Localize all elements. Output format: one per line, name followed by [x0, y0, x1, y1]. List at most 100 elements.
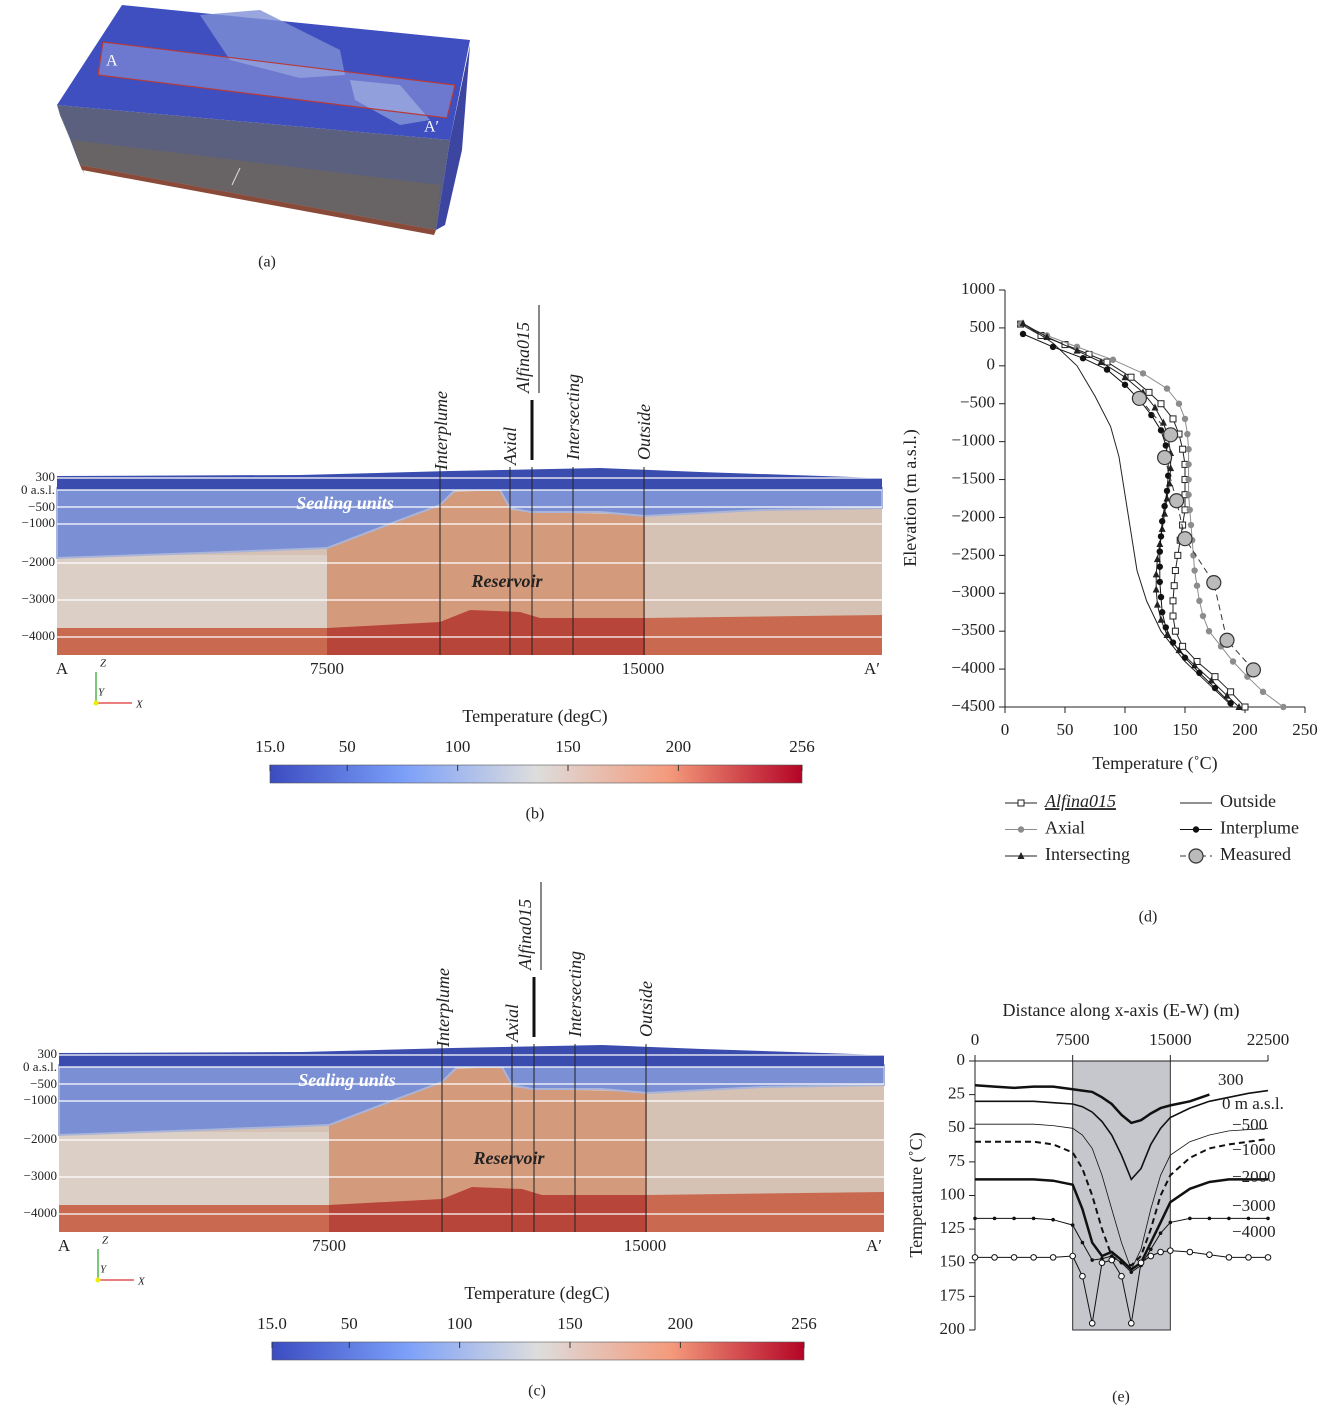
unit-label: Sealing units [298, 1070, 396, 1090]
colorbar-title: Temperature (degC) [464, 1283, 609, 1304]
depth-label: −3000 [22, 591, 55, 606]
marker [1159, 518, 1166, 525]
x-label: 15000 [622, 659, 665, 678]
series-line [975, 1178, 1268, 1272]
section-panel: 3000 a.s.l. −500−1000 −2000 −3000 −4000 Inter… [21, 322, 880, 823]
curve-label: −500 [1232, 1115, 1267, 1134]
y-tick-label: 150 [940, 1252, 966, 1271]
marker [1156, 539, 1164, 547]
series-line [1020, 323, 1284, 708]
depth-label: 0 a.s.l. [21, 482, 55, 497]
y-tick-label: −3000 [951, 582, 995, 601]
axis-glyph: Y [100, 1264, 108, 1276]
legend-marker [1017, 852, 1025, 859]
marker [1219, 632, 1235, 648]
marker [1118, 1272, 1125, 1280]
depth-label: −500 [30, 1076, 57, 1091]
marker [1169, 639, 1177, 646]
marker [1245, 1254, 1252, 1261]
marker [1227, 700, 1234, 707]
marker [1207, 676, 1215, 684]
y-tick-label: 1000 [961, 279, 995, 298]
marker [1131, 390, 1148, 407]
marker [1152, 585, 1160, 593]
marker [1184, 430, 1191, 438]
marker [1121, 381, 1129, 388]
marker [1185, 446, 1192, 453]
y-tick-label: −500 [960, 393, 995, 412]
marker [1161, 509, 1169, 517]
curve-label: −1000 [1232, 1140, 1276, 1159]
shaded-region [1072, 1060, 1171, 1331]
y-tick-label: 0 [987, 355, 996, 374]
legend-label: Intersecting [1045, 844, 1130, 864]
marker [1151, 403, 1159, 411]
colorbar-tick-label: 256 [791, 1314, 817, 1333]
colorbar-title: Temperature (degC) [462, 706, 607, 727]
well-label: Interplume [431, 391, 451, 471]
marker [1079, 355, 1087, 362]
marker [1181, 654, 1189, 661]
marker [1259, 688, 1267, 696]
y-tick-label: 100 [940, 1184, 966, 1203]
unit-label: Sealing units [296, 493, 394, 513]
marker [1241, 703, 1249, 711]
marker [1266, 1216, 1270, 1221]
marker [1127, 373, 1135, 381]
marker [1097, 358, 1105, 366]
marker [1167, 464, 1175, 472]
marker [1186, 506, 1194, 514]
marker [1225, 1254, 1233, 1261]
marker [1030, 1254, 1037, 1261]
depth-label: −1000 [22, 515, 55, 530]
marker [1163, 385, 1171, 392]
marker [1162, 442, 1170, 449]
marker [1157, 400, 1165, 408]
marker [1157, 533, 1165, 540]
y-tick-label: −1000 [951, 431, 995, 450]
marker [1157, 427, 1165, 434]
y-tick-label: −3500 [951, 620, 995, 639]
unit-label: Reservoir [473, 1148, 546, 1168]
marker [1179, 445, 1187, 453]
marker [1163, 487, 1171, 495]
well-label: Intersecting [563, 374, 583, 461]
marker [1090, 1258, 1094, 1262]
marker [1109, 356, 1117, 363]
marker [1103, 366, 1111, 373]
y-tick-label: 500 [970, 317, 996, 336]
legend-label: Alfina015 [1044, 791, 1116, 811]
marker [1139, 370, 1147, 377]
marker [1156, 563, 1164, 570]
marker [1158, 524, 1166, 532]
marker [1080, 1240, 1085, 1245]
marker [1153, 600, 1161, 608]
marker [1103, 358, 1111, 366]
marker [1245, 662, 1262, 678]
x-label: 7500 [312, 1236, 346, 1255]
chart: −4500 −4000 −3500 −3000 −2500 −2000 −1500 −1000… [900, 279, 1318, 926]
series-line [1022, 333, 1231, 704]
marker [1012, 1216, 1016, 1221]
cross-section [55, 303, 884, 707]
marker [1049, 343, 1057, 351]
x-tick-label: 22500 [1247, 1030, 1290, 1049]
well-label: Interplume [433, 968, 453, 1048]
marker [1157, 1248, 1164, 1256]
x-tick-label: 250 [1292, 720, 1318, 739]
colorbar-tick-label: 100 [447, 1314, 473, 1333]
marker [1227, 688, 1235, 696]
panel-a: A A′ (a) [57, 5, 470, 271]
section-panel: 3000 a.s.l. −500−1000 −2000 −3000 −4000 Inter… [23, 899, 882, 1400]
marker [1207, 1216, 1212, 1221]
marker [1129, 1270, 1134, 1274]
marker [1185, 491, 1192, 498]
marker [1170, 582, 1178, 590]
marker [1162, 624, 1170, 631]
marker [1171, 567, 1179, 575]
x-label: 15000 [624, 1236, 667, 1255]
chart: 0 25 50 75 100 125 150 175 200 0 7500 15000 22500 Dis… [906, 1000, 1289, 1406]
section-end-label: A′ [424, 119, 439, 136]
marker [1185, 461, 1192, 468]
